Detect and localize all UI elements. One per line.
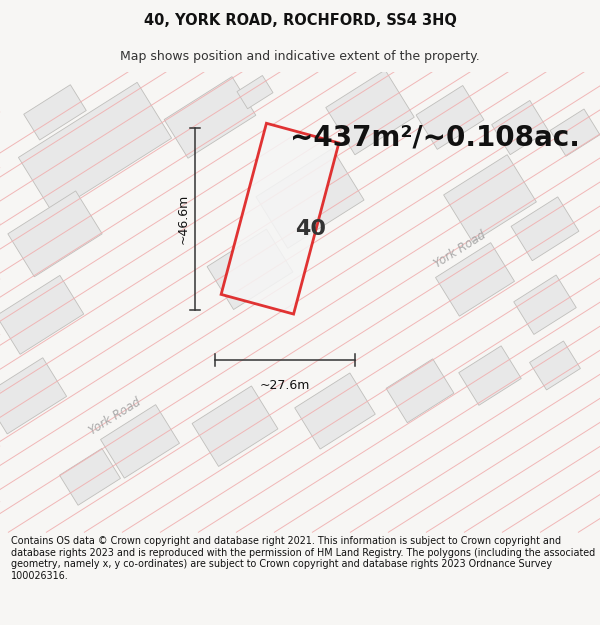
Text: 40: 40 (295, 219, 326, 239)
Bar (8, 191, 102, 277)
Bar (256, 149, 364, 248)
Bar (326, 70, 414, 155)
Text: York Road: York Road (431, 228, 488, 270)
Text: Contains OS data © Crown copyright and database right 2021. This information is : Contains OS data © Crown copyright and d… (11, 536, 595, 581)
Bar (386, 359, 454, 423)
Text: Map shows position and indicative extent of the property.: Map shows position and indicative extent… (120, 49, 480, 62)
Bar (237, 76, 273, 109)
Bar (459, 346, 521, 405)
Bar (101, 404, 179, 478)
Bar (19, 82, 172, 213)
Text: ~437m²/~0.108ac.: ~437m²/~0.108ac. (290, 124, 580, 152)
Bar (207, 229, 293, 309)
Text: 40, YORK ROAD, ROCHFORD, SS4 3HQ: 40, YORK ROAD, ROCHFORD, SS4 3HQ (143, 12, 457, 28)
Bar (416, 86, 484, 149)
Bar (0, 276, 84, 354)
Bar (192, 386, 278, 466)
Text: ~27.6m: ~27.6m (260, 379, 310, 392)
Bar (514, 275, 576, 334)
Bar (295, 373, 375, 449)
Bar (443, 155, 536, 242)
Text: ~46.6m: ~46.6m (176, 194, 190, 244)
Bar (530, 341, 580, 390)
Bar (550, 109, 600, 156)
Bar (0, 357, 67, 434)
Bar (491, 101, 548, 154)
Bar (436, 242, 514, 316)
Bar (511, 197, 579, 261)
Bar (59, 448, 121, 505)
Bar (24, 85, 86, 140)
Bar (164, 77, 256, 158)
Text: York Road: York Road (86, 395, 143, 437)
Bar (221, 123, 339, 314)
